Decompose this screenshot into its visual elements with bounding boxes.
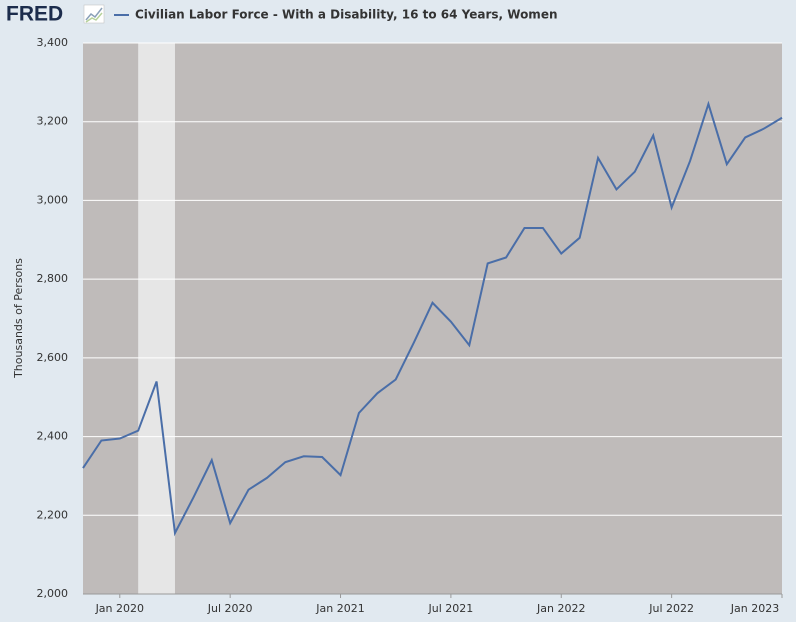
- data-line: [82, 100, 783, 537]
- y-axis-label: Thousands of Persons: [12, 258, 25, 379]
- x-tick-label: Jul 2021: [428, 602, 474, 615]
- x-tick-label: Jul 2022: [648, 602, 694, 615]
- logo: FRED: [6, 3, 63, 26]
- y-tick-label: 2,600: [37, 351, 69, 364]
- y-tick-label: 2,800: [37, 272, 69, 285]
- plot-area: [83, 43, 782, 594]
- x-tick-label: Jan 2022: [536, 602, 585, 615]
- y-tick-label: 2,000: [37, 587, 69, 600]
- y-tick-label: 3,200: [37, 115, 69, 128]
- y-tick-label: 3,400: [37, 36, 69, 49]
- x-tick-label: Jan 2021: [315, 602, 364, 615]
- legend-label: Civilian Labor Force - With a Disability…: [135, 8, 558, 22]
- y-tick-label: 3,000: [37, 193, 69, 206]
- y-tick-label: 2,200: [37, 508, 69, 521]
- recession-shade: [138, 43, 175, 594]
- x-tick-label: Jan 2020: [95, 602, 144, 615]
- y-tick-label: 2,400: [37, 430, 69, 443]
- x-tick-label: Jan 2023: [730, 602, 779, 615]
- x-tick-label: Jul 2020: [207, 602, 253, 615]
- logo-icon: [83, 4, 105, 24]
